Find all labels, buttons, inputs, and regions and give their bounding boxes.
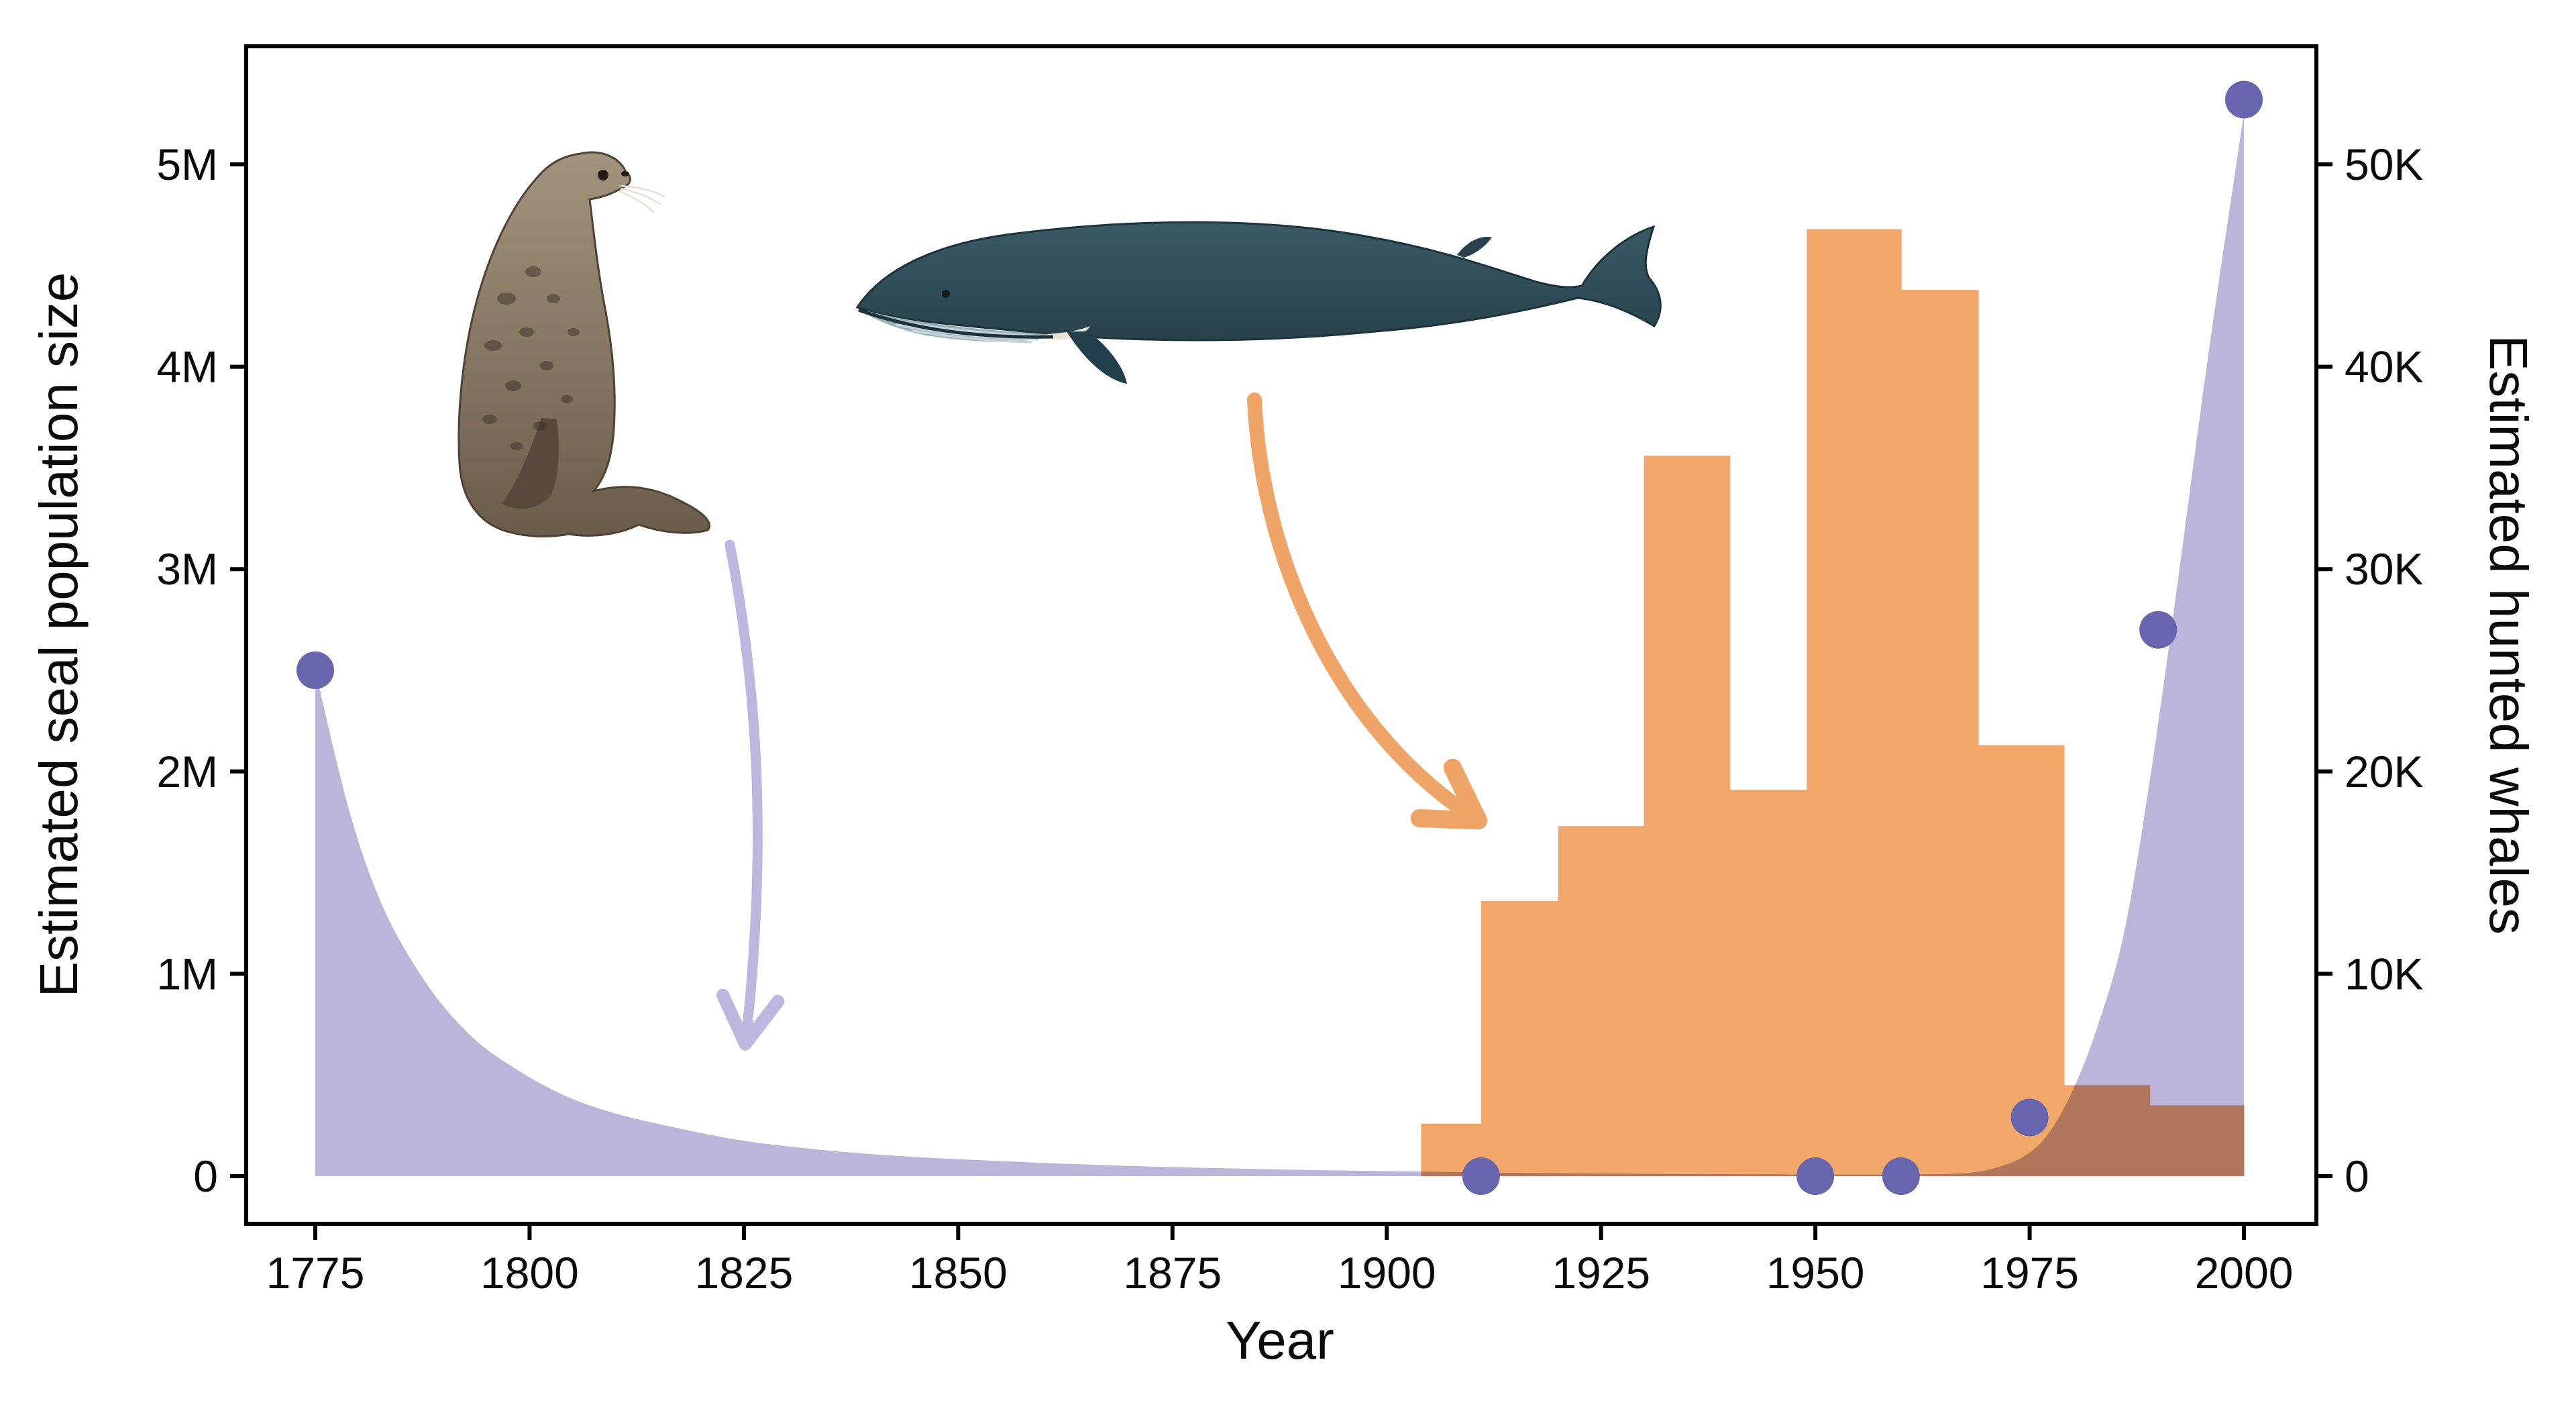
right-tick-label-0: 0 [2345,1151,2369,1201]
right-axis-title: Estimated hunted whales [2479,335,2538,935]
whale-pectoral-fin [1067,331,1127,384]
seal-point-2000 [2225,81,2263,119]
whale-eye [942,290,950,298]
seal-decline-arrow [716,539,785,1051]
whale-bar-1930-1940 [1644,456,1731,1176]
left-tick-label-4M: 4M [156,342,218,392]
right-tick-label-20K: 20K [2345,747,2423,796]
left-tick-label-0: 0 [193,1151,218,1201]
left-axis-ticks: 0 1M 2M 3M 4M 5M [156,140,246,1201]
x-tick-label-1900: 1900 [1338,1248,1436,1298]
x-tick-label-1950: 1950 [1766,1248,1865,1298]
plot-frame [244,44,2318,1226]
seal-whiskers [619,185,665,213]
seal-point-1990 [2139,611,2178,649]
seal-point-1975 [2010,1098,2049,1137]
x-tick-label-1925: 1925 [1552,1248,1650,1298]
x-axis-title: Year [1226,1310,1334,1370]
x-tick-label-1975: 1975 [1980,1248,2079,1298]
left-tick-label-1M: 1M [156,949,218,998]
whale-illustration [855,221,1662,384]
whale-bar-1911-1920 [1481,900,1559,1176]
seal-illustration [458,151,710,537]
x-tick-label-1825: 1825 [694,1248,793,1298]
seal-point-1960 [1882,1157,1920,1195]
x-axis-ticks: 1775 1800 1825 1850 1875 1900 1925 1950 1975 2000 [266,1224,2294,1298]
right-tick-label-40K: 40K [2345,342,2423,392]
seal-area-path [315,113,2244,1177]
whale-hunt-arrow [1247,393,1488,830]
seal-eye [598,170,608,180]
x-tick-label-1850: 1850 [909,1248,1008,1298]
left-tick-label-3M: 3M [156,544,218,594]
left-tick-label-2M: 2M [156,747,218,796]
whale-bar-1940-1949 [1729,789,1808,1176]
x-tick-label-1775: 1775 [266,1248,365,1298]
whale-bar-1960-1969 [1900,290,1979,1176]
seal-point-1775 [297,651,334,689]
whale-bar-1979-1989 [2063,1085,2151,1176]
whale-dorsal-fin [1457,237,1492,258]
right-tick-label-50K: 50K [2345,140,2423,189]
right-tick-label-10K: 10K [2345,949,2423,998]
right-axis-ticks: 0 10K 20K 30K 40K 50K [2316,140,2423,1201]
seal-front-flipper [502,418,559,509]
whale-bar-1989-2000 [2149,1105,2245,1176]
hunted-whales-bars [1421,229,2245,1176]
left-axis-title: Estimated seal population size [29,272,89,998]
x-tick-label-1875: 1875 [1123,1248,1222,1298]
right-tick-label-30K: 30K [2345,544,2423,594]
x-tick-label-2000: 2000 [2195,1248,2294,1298]
seal-population-area [315,113,2244,1177]
x-tick-label-1800: 1800 [480,1248,579,1298]
seal-spots [482,266,580,450]
left-tick-label-5M: 5M [156,140,218,189]
whale-bar-1920-1930 [1558,826,1645,1176]
seal-point-1950 [1796,1157,1835,1195]
whale-bar-1949-1960 [1807,229,1902,1176]
seal-observation-points [297,81,2263,1195]
seal-nose [621,171,629,176]
whale-mouth-line [858,308,1054,339]
seal-point-1911 [1462,1157,1500,1195]
